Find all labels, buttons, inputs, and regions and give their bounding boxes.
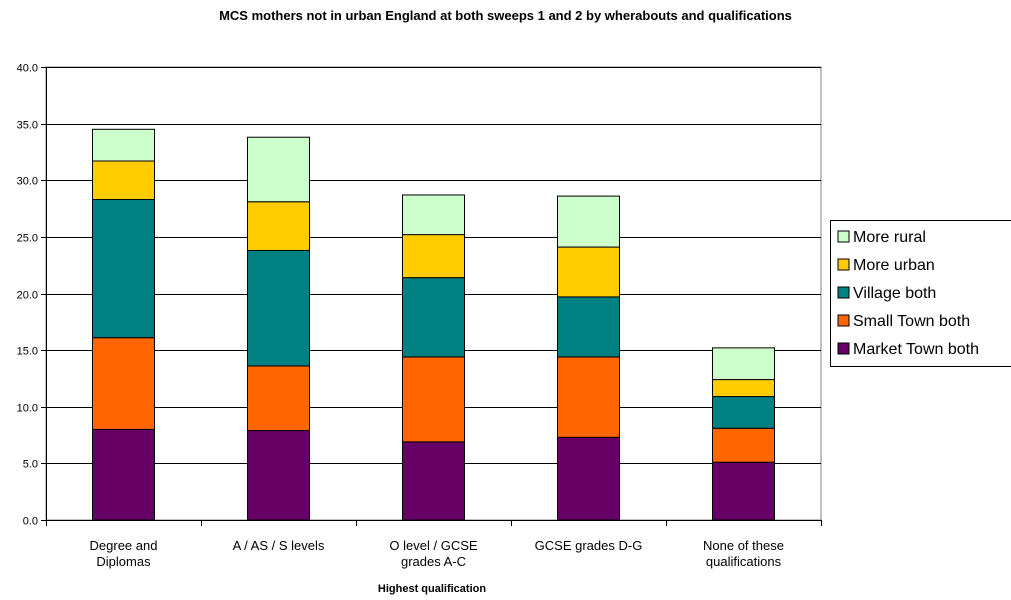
legend-label: Village both	[853, 285, 936, 302]
bar-segment	[92, 128, 155, 162]
x-category-label: O level / GCSE grades A-C	[389, 538, 477, 569]
bar-segment	[247, 136, 310, 203]
bar-segment	[402, 356, 465, 443]
chart-title: MCS mothers not in urban England at both…	[219, 8, 792, 23]
x-category-labels: Degree and Diplomas A / AS / S levels O lev…	[90, 538, 784, 569]
bar-segment	[712, 427, 775, 463]
y-tick-label: 35.0	[17, 120, 38, 132]
bar-segment	[557, 195, 620, 248]
bar-segment	[247, 365, 310, 432]
legend-swatch	[837, 258, 850, 271]
x-category-label-line: Diplomas	[96, 554, 151, 569]
bar-segment	[712, 379, 775, 398]
x-category-label: Degree and Diplomas	[90, 538, 158, 569]
bar-segment	[92, 199, 155, 339]
bar-segment	[402, 441, 465, 521]
x-category-label: A / AS / S levels	[233, 538, 325, 553]
x-category-label: None of these qualifications	[703, 538, 784, 569]
bar-segment	[402, 194, 465, 236]
legend-label: More rural	[853, 229, 926, 246]
legend-label: Market Town both	[853, 341, 979, 358]
axes	[41, 67, 822, 526]
legend-label: More urban	[853, 257, 935, 274]
y-tick-label: 40.0	[17, 63, 38, 75]
x-category-label-line: grades A-C	[401, 554, 466, 569]
bar-segment	[92, 428, 155, 521]
bar-segment	[402, 277, 465, 358]
bar-segment	[712, 461, 775, 521]
y-tick-labels: 0.0 5.0 10.0 15.0 20.0 25.0 30.0 35.0 40.0	[17, 63, 38, 528]
x-category-label: GCSE grades D-G	[535, 538, 643, 553]
legend-swatch	[837, 314, 850, 327]
bar-segment	[557, 436, 620, 521]
x-category-label-line: Degree and	[90, 538, 158, 553]
y-tick-label: 20.0	[17, 290, 38, 302]
bar-segment	[92, 337, 155, 430]
y-tick-label: 0.0	[23, 516, 38, 528]
legend-swatch	[837, 286, 850, 299]
y-tick-label: 30.0	[17, 176, 38, 188]
legend-swatch	[837, 230, 850, 243]
x-category-label-line: GCSE grades D-G	[535, 538, 643, 553]
legend: More rural More urban Village both Small To…	[830, 220, 1011, 367]
bar-segment	[557, 296, 620, 358]
bar-segment	[557, 356, 620, 438]
x-category-label-line: O level / GCSE	[389, 538, 477, 553]
x-category-label-line: A / AS / S levels	[233, 538, 325, 553]
bar-segment	[92, 160, 155, 201]
legend-box	[830, 220, 1011, 367]
bars	[92, 128, 775, 521]
bar-segment	[557, 246, 620, 298]
legend-label: Small Town both	[853, 313, 970, 330]
bar-segment	[247, 201, 310, 251]
y-tick-label: 15.0	[17, 346, 38, 358]
bar-segment	[247, 249, 310, 367]
bar-segment	[247, 430, 310, 521]
y-tick-label: 5.0	[23, 459, 38, 471]
y-tick-label: 25.0	[17, 233, 38, 245]
x-category-label-line: None of these	[703, 538, 784, 553]
legend-swatch	[837, 342, 850, 355]
x-axis-label: Highest qualification	[378, 583, 486, 595]
y-tick-label: 10.0	[17, 403, 38, 415]
x-category-label-line: qualifications	[706, 554, 782, 569]
bar-segment	[712, 347, 775, 381]
bar-segment	[712, 396, 775, 429]
bar-segment	[402, 234, 465, 279]
